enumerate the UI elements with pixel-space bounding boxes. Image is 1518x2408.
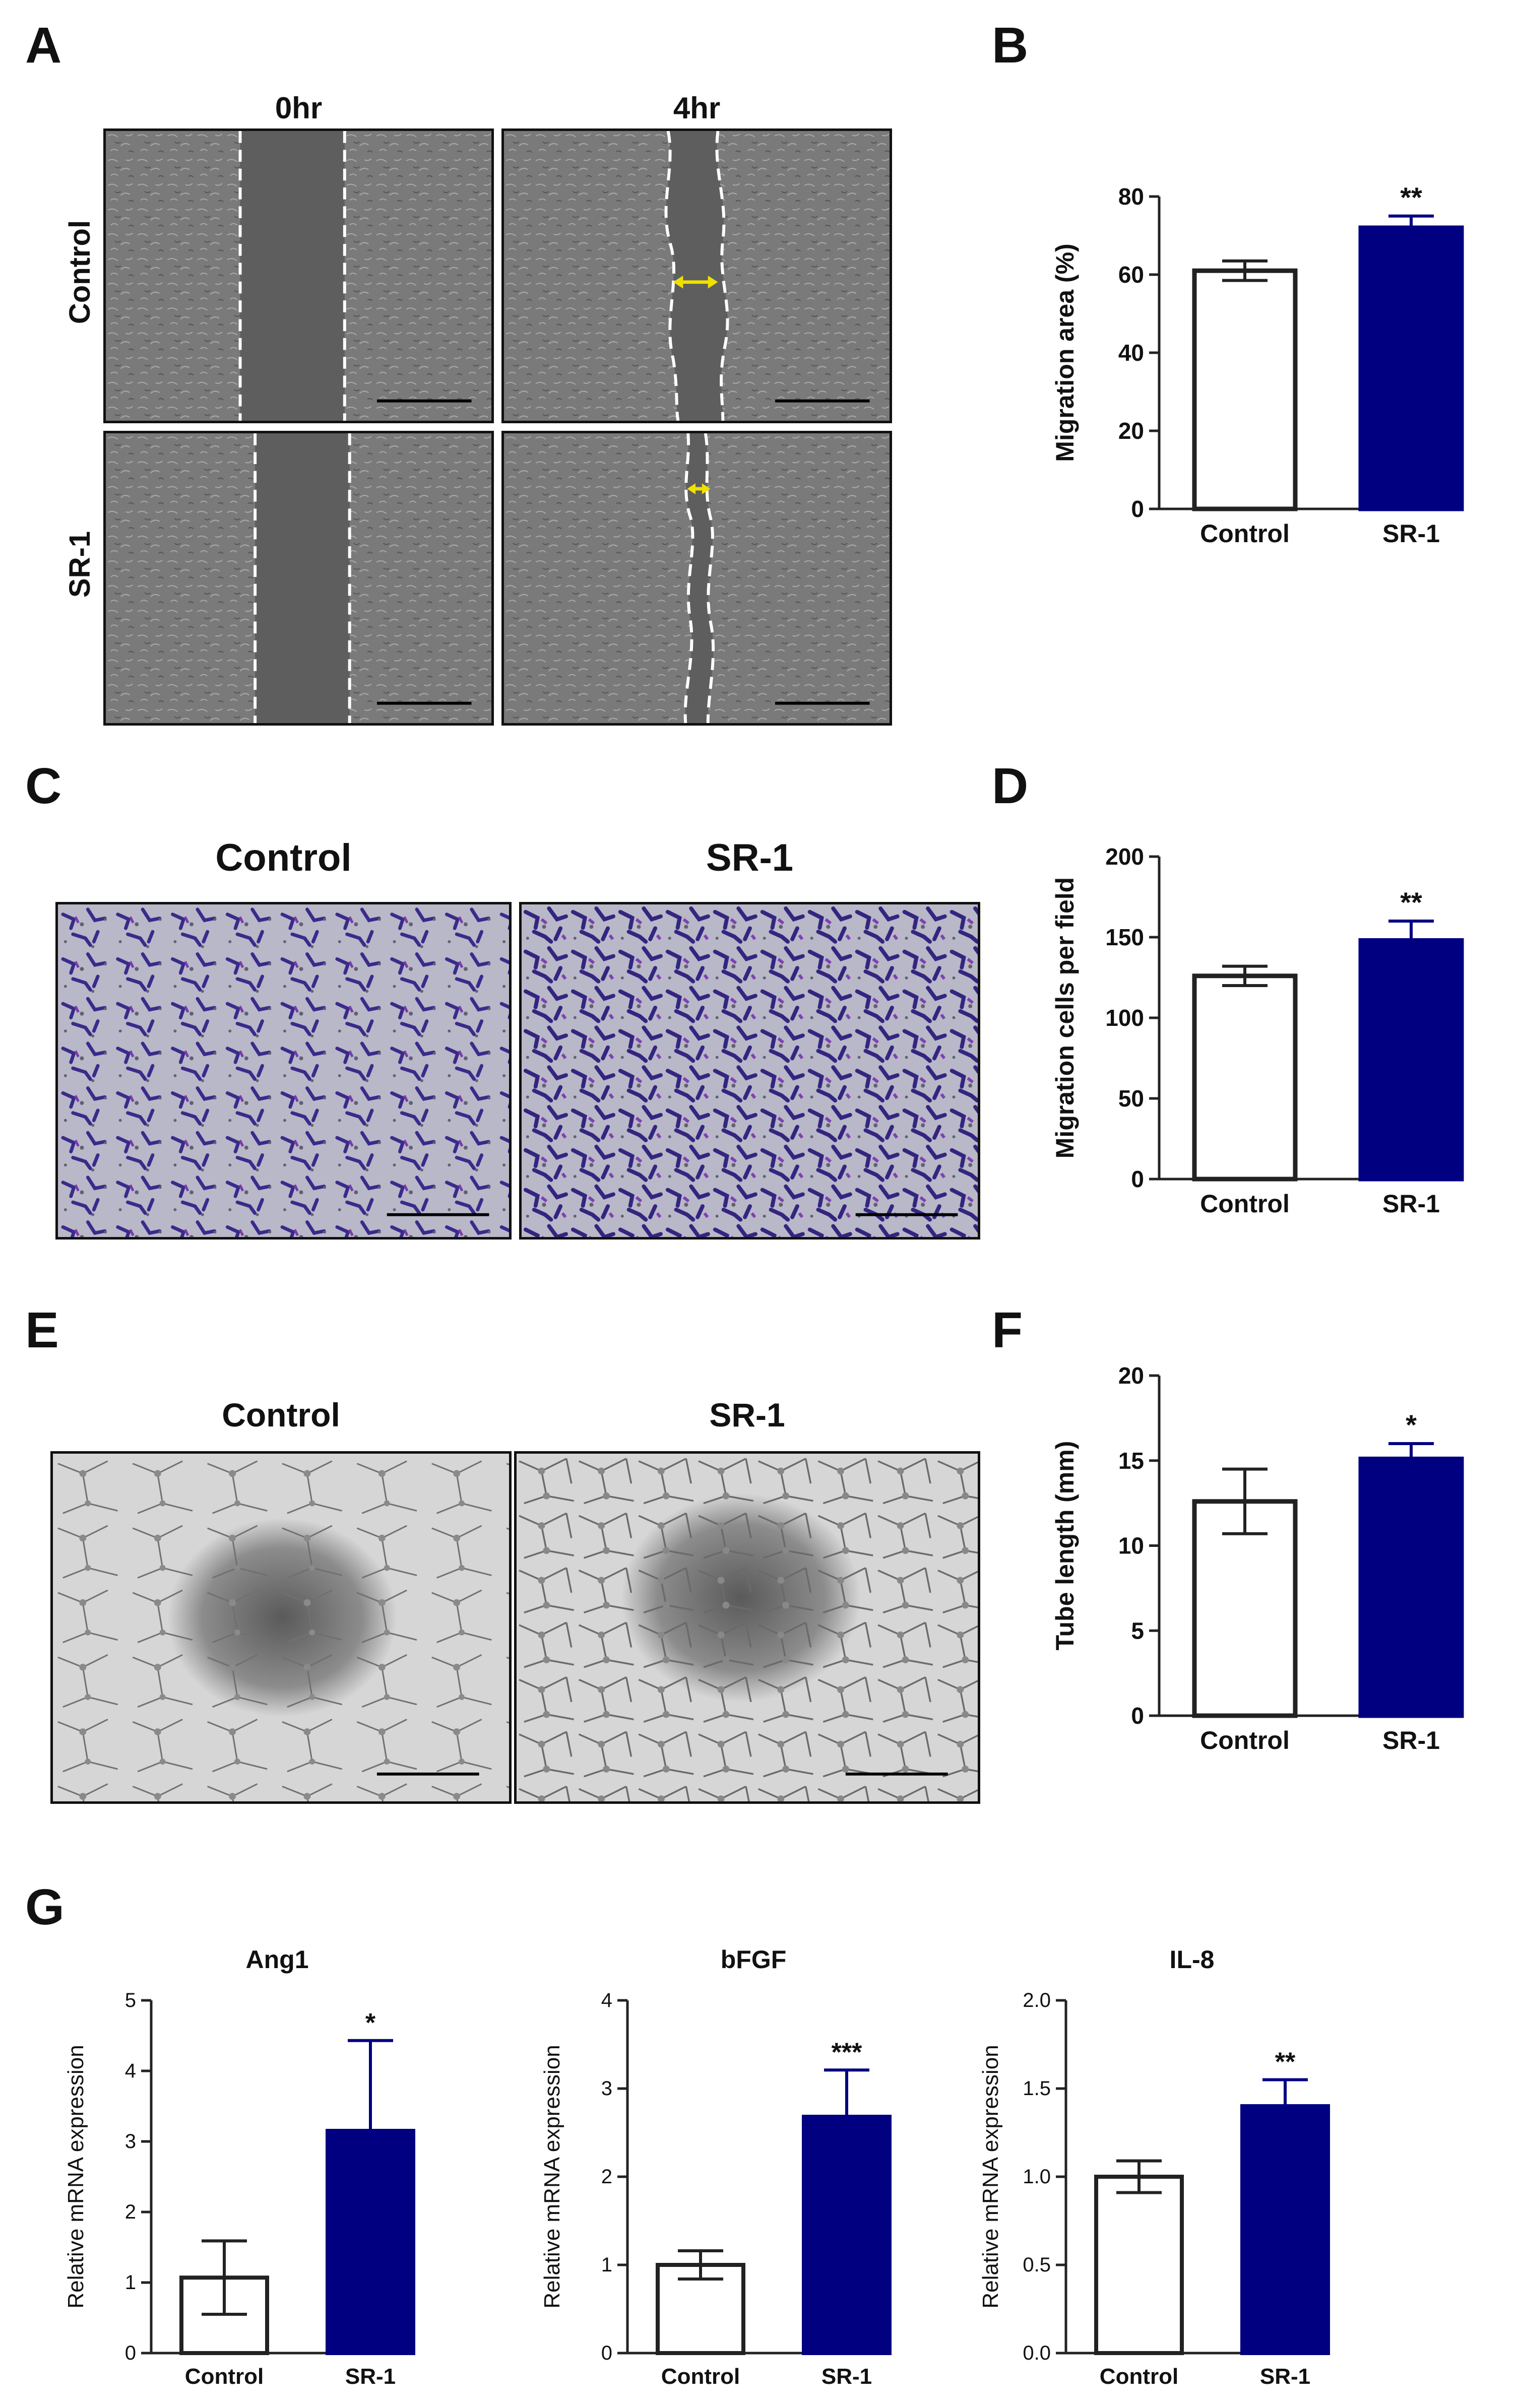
x-tick-label: SR-1 [345, 2364, 396, 2389]
y-tick-label: 2 [601, 2166, 612, 2188]
y-tick-label: 0 [1131, 496, 1144, 522]
y-tick-label: 5 [1131, 1617, 1144, 1644]
chart-title: bFGF [721, 1945, 787, 1974]
x-tick-label: SR-1 [1382, 519, 1440, 548]
y-axis-label: Relative mRNA expression [64, 2045, 88, 2308]
panel-e-header-control: Control [222, 1396, 340, 1434]
micrograph-control-4hr [501, 128, 892, 423]
y-tick-label: 60 [1118, 262, 1144, 288]
bar-sr-1 [326, 2129, 415, 2355]
y-tick-label: 15 [1118, 1448, 1144, 1474]
y-tick-label: 4 [125, 2060, 136, 2082]
bar-control [1192, 1499, 1298, 1718]
y-axis-label: Migration cells per field [1051, 877, 1079, 1158]
micrograph-control-0hr [103, 128, 494, 423]
panel-a-header-4hr: 4hr [673, 91, 721, 125]
panel-letter-c: C [25, 758, 62, 814]
y-axis-label: Migration area (%) [1051, 243, 1079, 462]
panel-a-row-label-control: Control [64, 220, 96, 324]
y-tick-label: 80 [1118, 183, 1144, 210]
panel-c-header-sr1: SR-1 [706, 836, 794, 879]
tube-formation-sr1 [514, 1451, 980, 1804]
y-tick-label: 0 [1131, 1703, 1144, 1729]
y-tick-label: 0.0 [1023, 2342, 1051, 2364]
y-tick-label: 0 [601, 2342, 612, 2364]
y-tick-label: 2 [125, 2201, 136, 2223]
x-tick-label: SR-1 [1382, 1190, 1440, 1218]
bar-control [1192, 973, 1298, 1182]
tube-formation-control [50, 1451, 512, 1804]
chart-g-il8: IL-8 0.0 0.5 1.0 1.5 2.0 Relative mRNA express… [978, 1945, 1330, 2389]
y-tick-label: 0 [1131, 1166, 1144, 1192]
chart-title: IL-8 [1170, 1945, 1215, 1974]
y-tick-label: 20 [1118, 1362, 1144, 1389]
y-tick-label: 1 [601, 2254, 612, 2276]
x-tick-label: Control [1200, 519, 1290, 548]
y-tick-label: 100 [1105, 1005, 1144, 1031]
y-axis-label: Tube length (mm) [1051, 1441, 1079, 1651]
micrograph-sr1-4hr [501, 431, 892, 726]
significance-label: *** [832, 2038, 862, 2067]
y-tick-label: 1.0 [1023, 2166, 1051, 2188]
x-tick-label: Control [1200, 1726, 1290, 1754]
y-tick-label: 20 [1118, 418, 1144, 444]
panel-a-header-0hr: 0hr [275, 91, 323, 125]
chart-f: 0 5 10 15 20 Tube length (mm) Control SR-1 * [1051, 1362, 1464, 1754]
x-tick-label: SR-1 [821, 2364, 872, 2389]
x-tick-label: SR-1 [1382, 1726, 1440, 1754]
y-tick-label: 200 [1105, 843, 1144, 870]
y-tick-label: 3 [125, 2130, 136, 2153]
y-tick-label: 10 [1118, 1533, 1144, 1559]
x-tick-label: Control [185, 2364, 264, 2389]
panel-letter-a: A [25, 17, 62, 74]
y-tick-label: 40 [1118, 340, 1144, 366]
x-tick-label: Control [1200, 1190, 1290, 1218]
y-tick-label: 0 [125, 2342, 136, 2364]
x-tick-label: Control [1100, 2364, 1178, 2389]
bar-sr-1 [1358, 1456, 1464, 1718]
transwell-control [55, 902, 512, 1240]
y-tick-label: 1 [125, 2271, 136, 2294]
y-tick-label: 4 [601, 1989, 612, 2011]
y-axis-label: Relative mRNA expression [978, 2045, 1003, 2308]
chart-g-ang1: Ang1 0 1 2 3 4 5 Relative mRNA expression Contro… [64, 1945, 415, 2389]
chart-title: Ang1 [246, 1945, 309, 1974]
bar-control [1094, 2175, 1184, 2355]
panel-a-row-label-sr1: SR-1 [64, 531, 96, 598]
y-tick-label: 1.5 [1023, 2077, 1051, 2100]
significance-label: * [365, 2008, 376, 2038]
significance-label: ** [1400, 181, 1422, 213]
panel-e-header-sr1: SR-1 [709, 1396, 785, 1434]
chart-b: 0 20 40 60 80 Migration area (%) Control SR-1 ** [1051, 181, 1464, 548]
panel-letter-b: B [992, 17, 1029, 74]
y-axis-label: Relative mRNA expression [540, 2045, 564, 2308]
bar-sr-1 [1240, 2104, 1330, 2355]
significance-label: * [1406, 1409, 1417, 1441]
panel-letter-d: D [992, 758, 1029, 814]
transwell-sr1 [519, 902, 980, 1240]
x-tick-label: SR-1 [1260, 2364, 1310, 2389]
panel-c-header-control: Control [215, 836, 352, 879]
bar-sr-1 [1358, 938, 1464, 1182]
y-tick-label: 150 [1105, 924, 1144, 950]
bar-control [1192, 268, 1298, 511]
chart-d: 0 50 100 150 200 Migration cells per field Con… [1051, 843, 1464, 1218]
significance-label: ** [1400, 886, 1422, 918]
panel-letter-e: E [25, 1302, 59, 1358]
y-tick-label: 50 [1118, 1085, 1144, 1112]
panel-letter-g: G [25, 1879, 65, 1935]
y-tick-label: 0.5 [1023, 2254, 1051, 2276]
bar-sr-1 [802, 2115, 892, 2355]
micrograph-sr1-0hr [103, 431, 494, 726]
panel-letter-f: F [992, 1302, 1023, 1358]
significance-label: ** [1275, 2048, 1296, 2077]
y-tick-label: 2.0 [1023, 1989, 1051, 2011]
y-tick-label: 5 [125, 1989, 136, 2011]
x-tick-label: Control [661, 2364, 740, 2389]
y-tick-label: 3 [601, 2077, 612, 2100]
bar-sr-1 [1358, 225, 1464, 511]
chart-g-bfgf: bFGF 0 1 2 3 4 Relative mRNA expression Control… [540, 1945, 892, 2389]
